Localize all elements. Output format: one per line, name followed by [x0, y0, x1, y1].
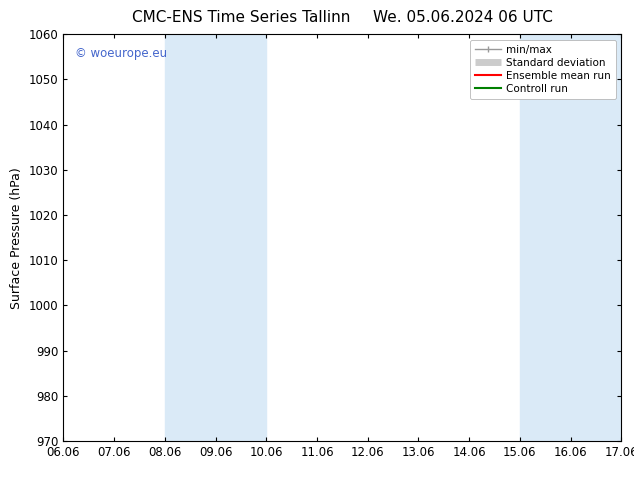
Text: © woeurope.eu: © woeurope.eu [75, 47, 167, 59]
Text: CMC-ENS Time Series Tallinn: CMC-ENS Time Series Tallinn [132, 10, 350, 25]
Y-axis label: Surface Pressure (hPa): Surface Pressure (hPa) [10, 167, 23, 309]
Bar [520, 34, 621, 441]
Legend: min/max, Standard deviation, Ensemble mean run, Controll run: min/max, Standard deviation, Ensemble me… [470, 40, 616, 99]
Text: We. 05.06.2024 06 UTC: We. 05.06.2024 06 UTC [373, 10, 553, 25]
Bar [165, 34, 266, 441]
